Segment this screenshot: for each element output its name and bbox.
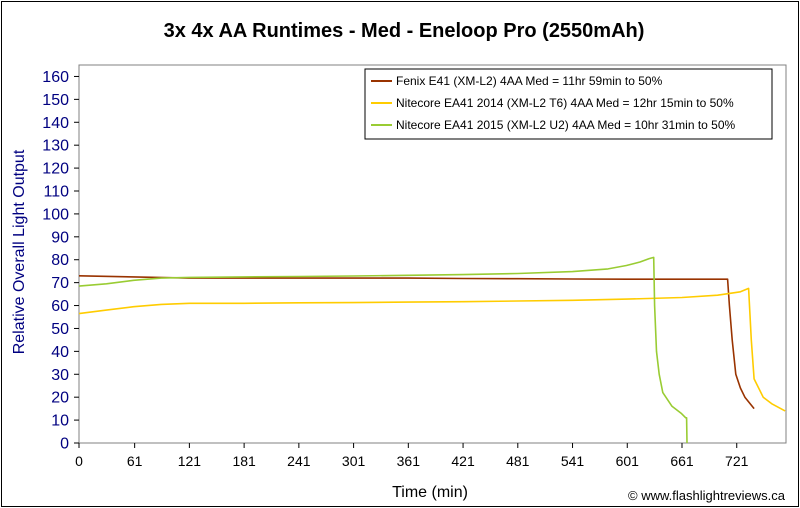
legend-entry: Nitecore EA41 2014 (XM-L2 T6) 4AA Med = … [396,96,734,110]
x-tick-label: 601 [616,453,640,469]
y-tick-label: 20 [51,390,69,407]
x-tick-label: 541 [561,453,585,469]
y-tick-label: 110 [43,184,69,201]
legend-entry: Fenix E41 (XM-L2) 4AA Med = 11hr 59min t… [396,74,663,88]
x-tick-label: 721 [725,453,749,469]
y-tick-label: 70 [51,275,69,292]
y-tick-label: 100 [42,206,69,223]
x-tick-label: 181 [232,453,256,469]
legend-box [364,68,773,140]
x-tick-label: 421 [451,453,475,469]
series-line-1 [78,275,755,410]
series-line-2 [78,287,786,412]
y-tick-label: 40 [51,344,69,361]
legend: Fenix E41 (XM-L2) 4AA Med = 11hr 59min t… [364,68,773,140]
x-tick-label: 241 [287,453,311,469]
y-tick-label: 60 [51,298,69,315]
y-tick-label: 10 [51,413,69,430]
series-lines [78,256,786,444]
chart-title: 3x 4x AA Runtimes - Med - Eneloop Pro (2… [164,20,645,42]
x-axis-ticks: 0 61 121 181 241 301 361 421 481 541 601 661 721 [75,443,749,469]
y-tick-label: 50 [51,321,69,338]
y-tick-label: 140 [42,115,69,132]
series-line-3 [78,256,688,444]
y-axis-title: Relative Overall Light Output [11,149,28,354]
x-tick-label: 361 [397,453,421,469]
y-tick-label: 150 [42,92,69,109]
y-tick-label: 120 [42,161,69,178]
copyright-notice: © www.flashlightreviews.ca [628,488,786,503]
y-tick-label: 160 [42,69,69,86]
x-axis-title: Time (min) [392,484,468,501]
y-axis-ticks: 0 10 20 30 40 50 60 70 80 90 100 110 120 130 140 150 160 [42,69,79,453]
y-tick-label: 130 [42,138,69,155]
y-tick-label: 30 [51,367,69,384]
y-tick-label: 90 [51,229,69,246]
y-tick-label: 0 [60,436,69,453]
x-tick-label: 61 [127,453,143,469]
x-tick-label: 661 [670,453,694,469]
x-tick-label: 301 [342,453,366,469]
x-tick-label: 481 [506,453,530,469]
x-tick-label: 121 [178,453,202,469]
y-tick-label: 80 [51,252,69,269]
legend-entry: Nitecore EA41 2015 (XM-L2 U2) 4AA Med = … [396,118,736,132]
x-tick-label: 0 [75,453,83,469]
